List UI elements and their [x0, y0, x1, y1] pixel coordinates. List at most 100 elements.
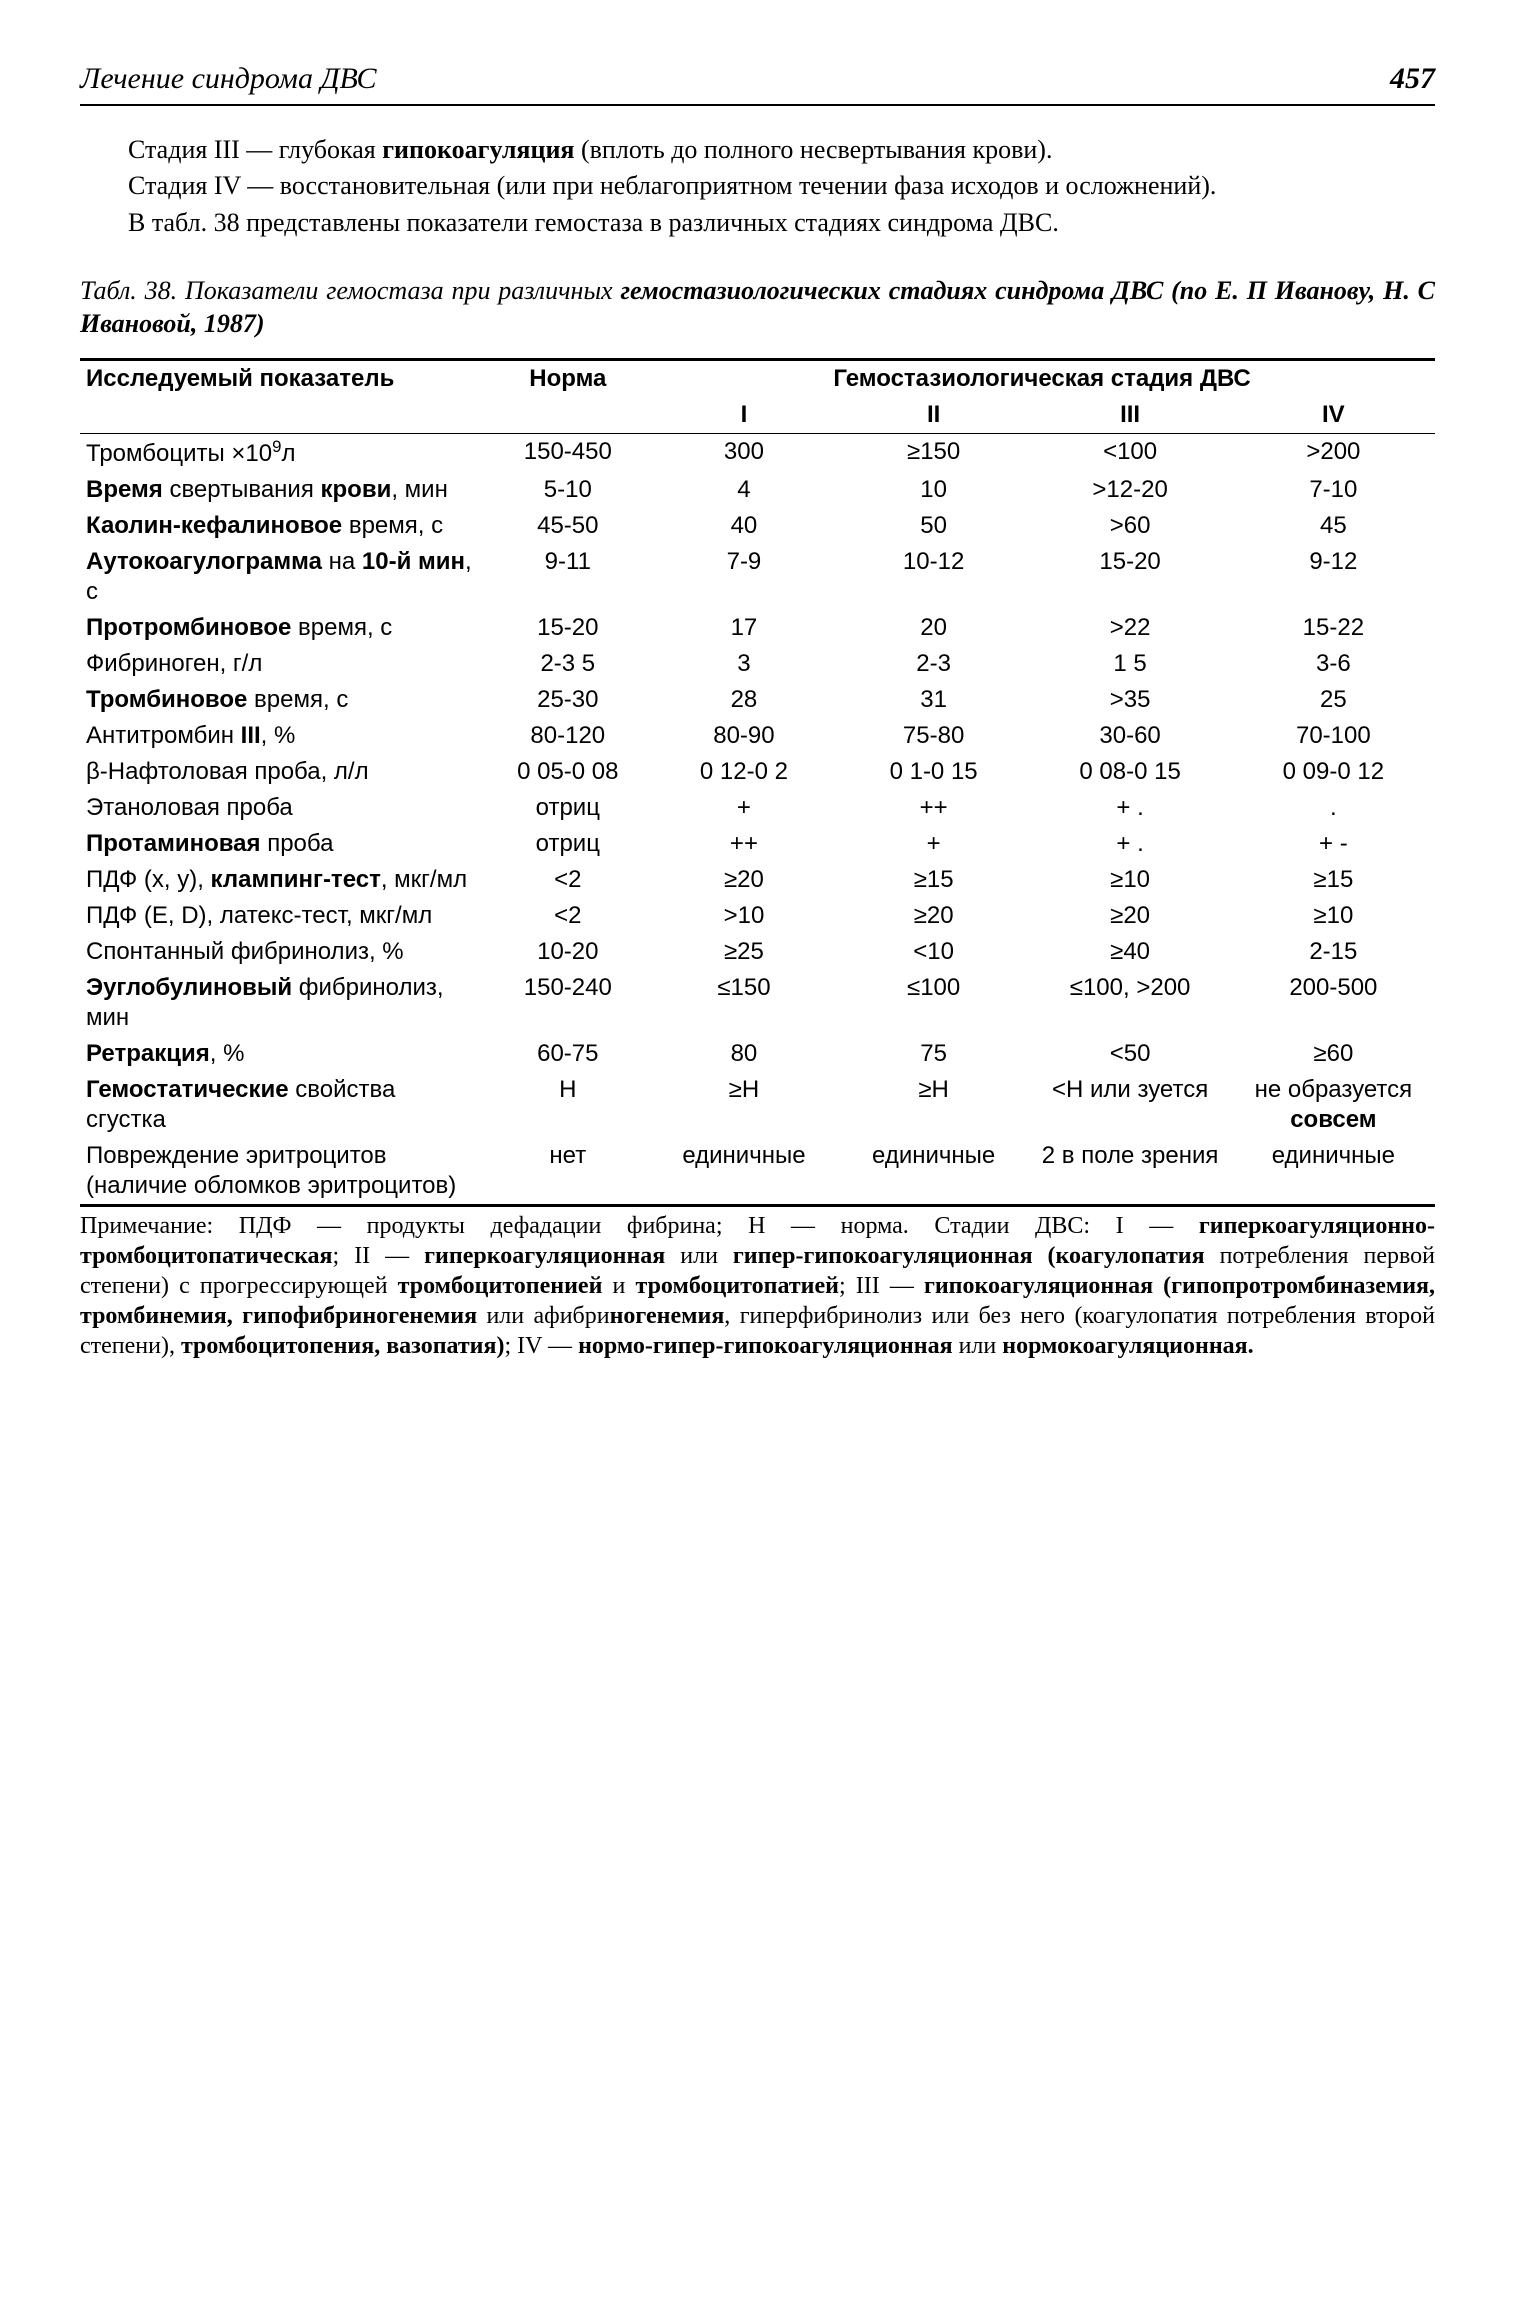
table-row: ПДФ (x, y), клампинг-тест, мкг/мл<2≥20≥1…: [80, 862, 1435, 898]
paragraph-stage-4: Стадия IV — восстановительная (или при н…: [80, 170, 1435, 203]
cell-value: единичные: [649, 1138, 839, 1206]
cell-value: ≥25: [649, 934, 839, 970]
cell-parameter: Протаминовая проба: [80, 826, 487, 862]
cell-value: ++: [649, 826, 839, 862]
cell-value: 80-90: [649, 718, 839, 754]
cell-value: <2: [487, 862, 650, 898]
cell-value: >35: [1028, 682, 1231, 718]
col-stage-group: Гемостазиологическая стадия ДВС: [649, 360, 1435, 398]
cell-value: ≥20: [1028, 898, 1231, 934]
cell-parameter: Ретракция, %: [80, 1036, 487, 1072]
cell-value: 10-12: [839, 544, 1029, 610]
cell-parameter: Фибриноген, г/л: [80, 646, 487, 682]
cell-value: нет: [487, 1138, 650, 1206]
cell-value: ≤100, >200: [1028, 970, 1231, 1036]
table-row: β-Нафтоловая проба, л/л0 05-0 080 12-0 2…: [80, 754, 1435, 790]
cell-value: <Н или зуется: [1028, 1072, 1231, 1138]
cell-value: >200: [1232, 434, 1435, 473]
cell-parameter: Эуглобулиновый фибринолиз, мин: [80, 970, 487, 1036]
cell-value: 3-6: [1232, 646, 1435, 682]
cell-value: <2: [487, 898, 650, 934]
cell-value: 75: [839, 1036, 1029, 1072]
cell-value: 25: [1232, 682, 1435, 718]
cell-value: <100: [1028, 434, 1231, 473]
table-footnote: Примечание: ПДФ — продукты дефадации фиб…: [80, 1211, 1435, 1361]
table-row: Тромбиновое время, с25-302831>3525: [80, 682, 1435, 718]
cell-value: <50: [1028, 1036, 1231, 1072]
cell-value: ≥15: [1232, 862, 1435, 898]
cell-value: 17: [649, 610, 839, 646]
cell-value: ≥60: [1232, 1036, 1435, 1072]
cell-value: 7-10: [1232, 472, 1435, 508]
paragraph-table-intro: В табл. 38 представлены показатели гемос…: [80, 207, 1435, 240]
cell-value: единичные: [1232, 1138, 1435, 1206]
cell-parameter: Аутокоагулограмма на 10-й мин, с: [80, 544, 487, 610]
cell-value: ≥10: [1232, 898, 1435, 934]
cell-value: 2-3 5: [487, 646, 650, 682]
cell-value: 9-12: [1232, 544, 1435, 610]
cell-value: 3: [649, 646, 839, 682]
cell-value: ≥150: [839, 434, 1029, 473]
cell-value: 31: [839, 682, 1029, 718]
cell-value: <10: [839, 934, 1029, 970]
cell-value: 0 05-0 08: [487, 754, 650, 790]
cell-value: 2-3: [839, 646, 1029, 682]
col-parameter: Исследуемый показатель: [80, 360, 487, 434]
cell-value: 15-22: [1232, 610, 1435, 646]
cell-value: 60-75: [487, 1036, 650, 1072]
cell-parameter: Повреждение эритроцитов (наличие обломко…: [80, 1138, 487, 1206]
page-header: Лечение синдрома ДВС 457: [80, 60, 1435, 106]
cell-value: 0 09-0 12: [1232, 754, 1435, 790]
table-row: Фибриноген, г/л2-3 532-31 53-6: [80, 646, 1435, 682]
cell-value: 0 1-0 15: [839, 754, 1029, 790]
paragraph-stage-3: Стадия III — глубокая гипокоагуляция (вп…: [80, 134, 1435, 167]
cell-parameter: ПДФ (E, D), латекс-тест, мкг/мл: [80, 898, 487, 934]
cell-value: 300: [649, 434, 839, 473]
cell-value: 15-20: [487, 610, 650, 646]
table-row: ПДФ (E, D), латекс-тест, мкг/мл<2>10≥20≥…: [80, 898, 1435, 934]
cell-value: 70-100: [1232, 718, 1435, 754]
cell-value: 150-240: [487, 970, 650, 1036]
cell-value: ≥10: [1028, 862, 1231, 898]
table-row: Эуглобулиновый фибринолиз, мин150-240≤15…: [80, 970, 1435, 1036]
table-row: Каолин-кефалиновое время, с45-504050>604…: [80, 508, 1435, 544]
table-body: Тромбоциты ×109л150-450300≥150<100>200Вр…: [80, 434, 1435, 1206]
cell-value: 200-500: [1232, 970, 1435, 1036]
col-stage-3: III: [1028, 397, 1231, 434]
cell-value: ≥20: [649, 862, 839, 898]
cell-value: 2 в поле зрения: [1028, 1138, 1231, 1206]
cell-value: 7-9: [649, 544, 839, 610]
cell-value: >10: [649, 898, 839, 934]
cell-value: 40: [649, 508, 839, 544]
cell-value: единичные: [839, 1138, 1029, 1206]
table-row: Этаноловая пробаотриц++++ ..: [80, 790, 1435, 826]
cell-value: + -: [1232, 826, 1435, 862]
cell-value: отриц: [487, 790, 650, 826]
cell-value: 28: [649, 682, 839, 718]
cell-value: ≤150: [649, 970, 839, 1036]
cell-value: 150-450: [487, 434, 650, 473]
cell-value: 80: [649, 1036, 839, 1072]
cell-value: ≥15: [839, 862, 1029, 898]
cell-value: >60: [1028, 508, 1231, 544]
cell-value: ≥Н: [839, 1072, 1029, 1138]
cell-value: 30-60: [1028, 718, 1231, 754]
cell-value: +: [649, 790, 839, 826]
cell-value: 45: [1232, 508, 1435, 544]
cell-value: 5-10: [487, 472, 650, 508]
cell-value: + .: [1028, 826, 1231, 862]
cell-value: 75-80: [839, 718, 1029, 754]
cell-value: 10-20: [487, 934, 650, 970]
cell-value: >22: [1028, 610, 1231, 646]
cell-value: ≥Н: [649, 1072, 839, 1138]
cell-value: + .: [1028, 790, 1231, 826]
cell-parameter: ПДФ (x, y), клампинг-тест, мкг/мл: [80, 862, 487, 898]
cell-parameter: Гемостатические свойства сгустка: [80, 1072, 487, 1138]
cell-value: ≥20: [839, 898, 1029, 934]
running-title: Лечение синдрома ДВС: [80, 60, 376, 98]
hemostasis-table: Исследуемый показатель Норма Гемостазиол…: [80, 358, 1435, 1207]
cell-parameter: Тромбиновое время, с: [80, 682, 487, 718]
col-stage-1: I: [649, 397, 839, 434]
cell-value: .: [1232, 790, 1435, 826]
cell-value: 10: [839, 472, 1029, 508]
